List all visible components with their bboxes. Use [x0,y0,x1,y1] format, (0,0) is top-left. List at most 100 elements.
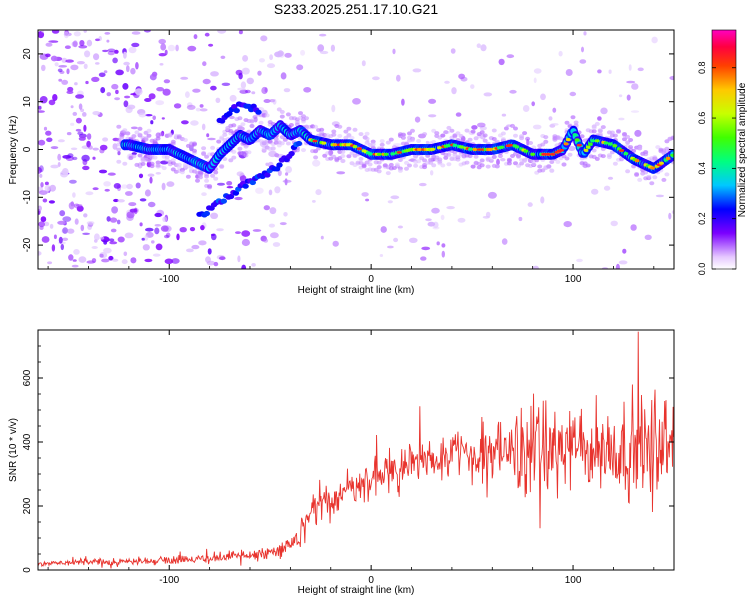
heat-cell [231,104,238,110]
heat-cell [74,218,79,225]
heat-cell [516,154,521,159]
heat-cell [115,69,124,76]
heat-cell [482,215,490,219]
heat-cell [312,159,321,167]
heat-cell [162,88,171,96]
heat-cell [352,145,358,149]
heat-cell [45,42,53,47]
heat-cell [583,148,589,152]
heat-cell [112,57,118,64]
heat-cell [50,55,58,62]
heat-cell [204,178,210,183]
snr-frame [37,329,675,571]
heat-cell [570,115,576,120]
heat-cell [372,76,380,81]
heat-cell [422,132,428,137]
heat-cell [237,125,243,129]
heat-cell [540,93,546,101]
heat-cell [99,236,105,240]
heat-cell [54,62,59,67]
heat-cell [181,120,189,125]
figure-title: S233.2025.251.17.10.G21 [274,1,438,17]
heat-cell [543,139,549,144]
heat-cell [83,63,88,69]
heat-cell [518,216,523,222]
heat-cell [266,63,276,69]
heat-cell [152,253,161,257]
heat-cell [38,139,46,146]
colorbar-tick-label: 0.0 [697,263,707,276]
heat-cell [274,186,281,194]
heat-cell [387,245,394,249]
heat-cell [187,102,193,108]
heat-cell [546,164,552,169]
heat-cell [68,254,74,261]
heat-cell [594,121,600,126]
heat-cell [273,166,281,172]
heat-cell [393,237,399,243]
heat-cell [222,138,228,142]
heat-cell [264,113,270,118]
heat-cell [428,160,434,165]
heat-cell [95,62,100,65]
x-tick-label: 100 [565,274,582,285]
heat-cell [295,140,303,147]
heat-cell [483,92,493,97]
heat-cell [145,114,153,117]
heat-cell [116,159,122,164]
heat-cell [279,135,285,140]
heat-cell [39,165,44,173]
heat-cell [72,156,78,161]
snr-y-label: SNR (10 * v/v) [8,418,19,482]
spectrogram-x-label: Height of straight line (km) [298,285,415,296]
heat-cell [257,70,262,76]
heat-cell [597,69,602,74]
heat-cell [514,145,520,149]
heat-cell [377,152,382,156]
heat-cell [479,158,485,163]
heat-cell [204,174,210,179]
heat-cell [122,83,129,90]
heat-cell [552,107,557,113]
heat-cell [57,139,65,143]
heat-cell [446,152,452,157]
heat-cell [637,67,644,72]
heat-cell [49,184,56,192]
heat-cell [664,172,670,177]
heat-cell [131,154,137,159]
heat-cell [390,152,396,156]
heat-cell [191,244,200,250]
heat-cell [522,105,530,112]
heat-cell [246,150,252,155]
heat-cell [610,220,618,227]
heat-cell [443,130,449,135]
heat-cell [242,55,249,62]
heat-cell [39,96,48,104]
heat-cell [506,54,515,59]
heat-cell [258,120,264,125]
heat-cell [467,137,473,142]
heat-cell [537,164,543,169]
heat-cell [116,124,122,129]
heat-cell [48,200,56,204]
heat-cell [368,152,373,156]
heat-cell [67,86,74,92]
heat-cell [558,50,563,57]
heat-cell [131,134,137,139]
heat-cell [150,120,154,125]
heat-cell [159,63,164,66]
heat-cell [494,164,500,169]
heat-cell [68,202,75,210]
heat-cell [104,32,111,35]
heat-cell [446,162,452,167]
heat-cell [226,186,234,189]
heat-cell [430,147,436,151]
heat-cell [437,159,443,164]
heat-cell [276,162,283,168]
colorbar-label: Normalized spectral amplitude [737,82,748,217]
heat-cell [279,141,285,146]
heat-cell [231,155,237,160]
heat-cell [216,228,224,232]
heat-cell [193,34,198,40]
